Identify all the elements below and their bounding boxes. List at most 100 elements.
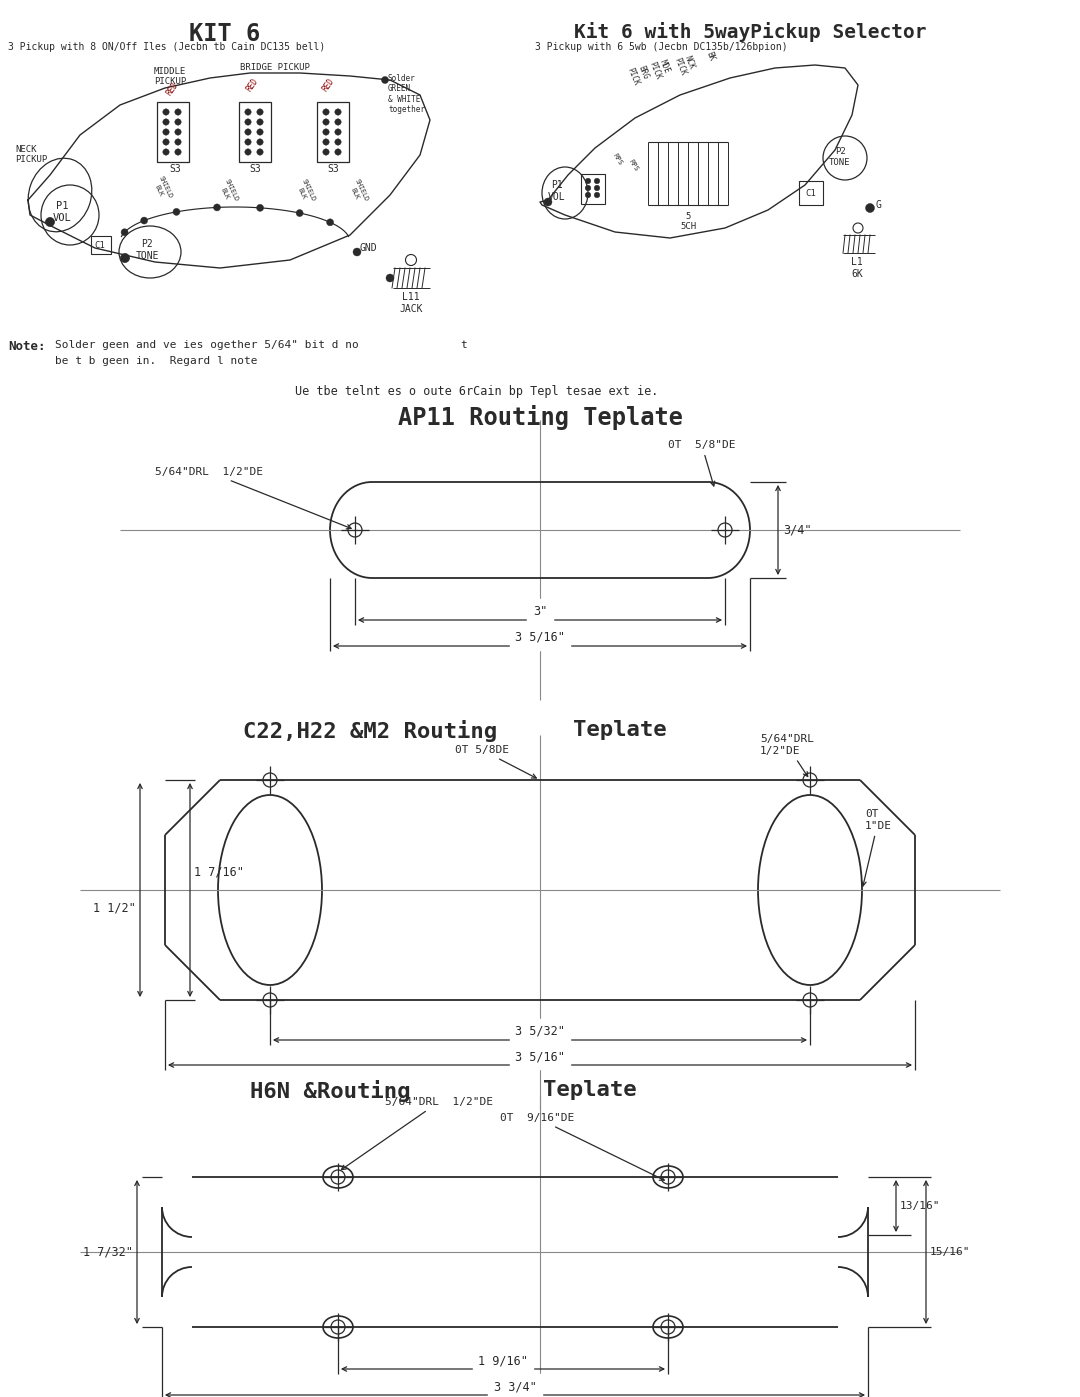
Text: RED: RED bbox=[164, 81, 179, 96]
Text: 0T 5/8DE: 0T 5/8DE bbox=[455, 745, 537, 778]
Circle shape bbox=[245, 129, 252, 136]
Text: Note:: Note: bbox=[8, 339, 45, 353]
Circle shape bbox=[257, 129, 264, 136]
Text: 15/16": 15/16" bbox=[930, 1248, 971, 1257]
Text: KIT 6: KIT 6 bbox=[189, 22, 260, 46]
Text: be t b geen in.  Regard l note: be t b geen in. Regard l note bbox=[55, 356, 257, 366]
Circle shape bbox=[245, 138, 252, 145]
Circle shape bbox=[323, 119, 329, 126]
Text: 1 9/16": 1 9/16" bbox=[478, 1354, 528, 1368]
Text: S3: S3 bbox=[327, 163, 339, 175]
Circle shape bbox=[323, 138, 329, 145]
Circle shape bbox=[163, 119, 170, 126]
Circle shape bbox=[257, 119, 264, 126]
Circle shape bbox=[296, 210, 303, 217]
Text: S3: S3 bbox=[170, 163, 180, 175]
Text: P1
VOL: P1 VOL bbox=[549, 180, 566, 201]
Circle shape bbox=[335, 138, 341, 145]
Text: SHIELD
BLK: SHIELD BLK bbox=[294, 177, 316, 205]
Circle shape bbox=[140, 217, 148, 224]
Text: Kit 6 with 5wayPickup Selector: Kit 6 with 5wayPickup Selector bbox=[573, 22, 927, 42]
Text: 0T
1"DE: 0T 1"DE bbox=[862, 809, 892, 886]
Circle shape bbox=[323, 109, 329, 115]
Text: GND: GND bbox=[360, 243, 378, 253]
Text: G: G bbox=[875, 200, 881, 210]
Circle shape bbox=[121, 229, 129, 236]
Text: 3/4": 3/4" bbox=[783, 524, 811, 536]
Text: 1 1/2": 1 1/2" bbox=[93, 901, 136, 915]
Text: P1
VOL: P1 VOL bbox=[53, 201, 71, 222]
Circle shape bbox=[585, 186, 591, 191]
Text: Teplate: Teplate bbox=[573, 719, 666, 740]
Text: NCK
PICK: NCK PICK bbox=[673, 52, 698, 77]
Text: BRIDGE PICKUP: BRIDGE PICKUP bbox=[240, 63, 310, 73]
Circle shape bbox=[323, 129, 329, 136]
Text: Solder geen and ve ies ogether 5/64" bit d no: Solder geen and ve ies ogether 5/64" bit… bbox=[55, 339, 359, 351]
Text: C22,H22 &M2 Routing: C22,H22 &M2 Routing bbox=[243, 719, 497, 742]
Circle shape bbox=[326, 219, 334, 226]
Circle shape bbox=[335, 129, 341, 136]
Text: L1
6K: L1 6K bbox=[851, 257, 863, 278]
Text: L11
JACK: L11 JACK bbox=[400, 292, 422, 313]
Circle shape bbox=[245, 149, 252, 155]
Text: C1: C1 bbox=[806, 189, 816, 197]
Text: SHIELD
BLK: SHIELD BLK bbox=[151, 175, 173, 203]
Text: H6N &Routing: H6N &Routing bbox=[249, 1080, 410, 1102]
Text: 3 5/32": 3 5/32" bbox=[515, 1025, 565, 1038]
Text: C1: C1 bbox=[95, 240, 106, 250]
Text: 13/16": 13/16" bbox=[900, 1201, 941, 1211]
Circle shape bbox=[257, 138, 264, 145]
Text: 3 3/4": 3 3/4" bbox=[494, 1380, 537, 1393]
Circle shape bbox=[173, 208, 180, 215]
Circle shape bbox=[353, 249, 361, 256]
Circle shape bbox=[381, 77, 389, 84]
Circle shape bbox=[163, 109, 170, 115]
Circle shape bbox=[323, 149, 329, 155]
Circle shape bbox=[121, 253, 130, 263]
Circle shape bbox=[585, 193, 591, 198]
Text: Teplate: Teplate bbox=[543, 1080, 637, 1099]
Text: NECK
PICKUP: NECK PICKUP bbox=[15, 145, 48, 165]
Circle shape bbox=[175, 129, 181, 136]
Text: 5/64"DRL
1/2"DE: 5/64"DRL 1/2"DE bbox=[760, 735, 814, 777]
Text: 1 7/16": 1 7/16" bbox=[194, 866, 244, 879]
Circle shape bbox=[163, 149, 170, 155]
Circle shape bbox=[257, 204, 264, 211]
Text: SHIELD
BLK: SHIELD BLK bbox=[217, 177, 239, 205]
Text: RPS: RPS bbox=[612, 152, 624, 166]
Circle shape bbox=[544, 198, 552, 205]
Circle shape bbox=[585, 179, 591, 184]
Text: 3 Pickup with 8 ON/Off Iles (Jecbn tb Cain DC135 bell): 3 Pickup with 8 ON/Off Iles (Jecbn tb Ca… bbox=[8, 42, 325, 52]
Circle shape bbox=[335, 109, 341, 115]
Circle shape bbox=[45, 218, 54, 226]
Text: 0T  9/16"DE: 0T 9/16"DE bbox=[500, 1113, 664, 1180]
Circle shape bbox=[257, 149, 264, 155]
Text: 3": 3" bbox=[532, 605, 548, 617]
Circle shape bbox=[257, 109, 264, 115]
Text: 5/64"DRL  1/2"DE: 5/64"DRL 1/2"DE bbox=[341, 1097, 492, 1169]
Text: 5/64"DRL  1/2"DE: 5/64"DRL 1/2"DE bbox=[156, 467, 351, 529]
Circle shape bbox=[175, 119, 181, 126]
Text: P2
TONE: P2 TONE bbox=[135, 239, 159, 261]
Text: BRG
PICK: BRG PICK bbox=[625, 61, 650, 87]
Circle shape bbox=[214, 204, 220, 211]
Text: 0T  5/8"DE: 0T 5/8"DE bbox=[669, 440, 735, 486]
Text: AP11 Routing Teplate: AP11 Routing Teplate bbox=[397, 405, 683, 430]
Circle shape bbox=[335, 119, 341, 126]
Circle shape bbox=[594, 186, 599, 191]
Text: 1 7/32": 1 7/32" bbox=[83, 1246, 133, 1259]
Circle shape bbox=[594, 179, 599, 184]
Text: S3: S3 bbox=[249, 163, 261, 175]
Text: RPS: RPS bbox=[629, 158, 640, 172]
Circle shape bbox=[163, 129, 170, 136]
Text: P2
TONE: P2 TONE bbox=[829, 147, 851, 166]
Circle shape bbox=[175, 109, 181, 115]
Circle shape bbox=[245, 109, 252, 115]
Text: Ue tbe telnt es o oute 6rCain bp Tepl tesae ext ie.: Ue tbe telnt es o oute 6rCain bp Tepl te… bbox=[295, 386, 659, 398]
Circle shape bbox=[865, 204, 875, 212]
Circle shape bbox=[175, 138, 181, 145]
Text: SHIELD
BLK: SHIELD BLK bbox=[347, 177, 369, 205]
Circle shape bbox=[335, 149, 341, 155]
Text: RED: RED bbox=[321, 77, 336, 94]
Text: 3 Pickup with 6 5wb (Jecbn DC135b/126bpion): 3 Pickup with 6 5wb (Jecbn DC135b/126bpi… bbox=[535, 42, 787, 52]
